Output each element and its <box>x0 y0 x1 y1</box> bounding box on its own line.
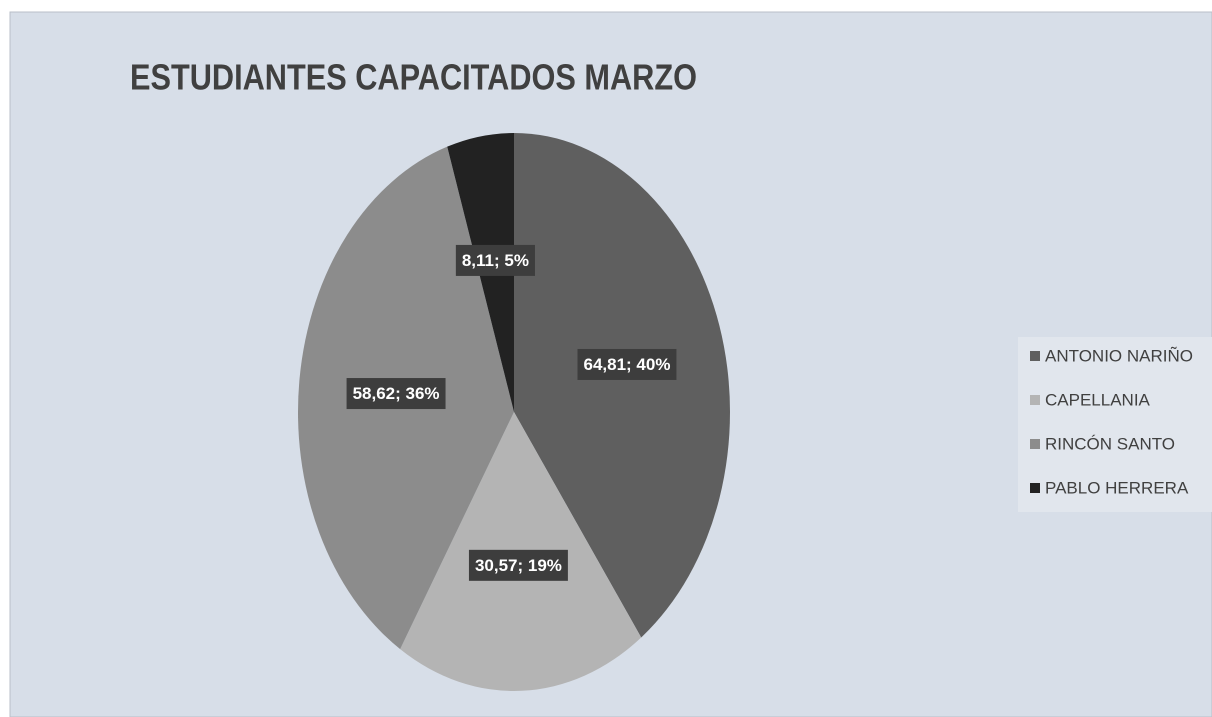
data-label: 64,81; 40% <box>583 355 670 374</box>
legend-box <box>1018 337 1212 512</box>
data-label-box <box>577 348 677 380</box>
legend-swatch <box>1030 351 1040 361</box>
data-label: 8,11; 5% <box>462 251 529 270</box>
data-label-box <box>346 378 446 410</box>
chart-title: ESTUDIANTES CAPACITADOS MARZO <box>130 57 697 98</box>
legend-label: RINCÓN SANTO <box>1045 434 1175 453</box>
data-label: 58,62; 36% <box>353 384 440 403</box>
legend-label: PABLO HERRERA <box>1045 478 1189 497</box>
legend-swatch <box>1030 483 1040 493</box>
data-label: 30,57; 19% <box>475 556 562 575</box>
data-label-box <box>455 244 535 276</box>
legend-label: ANTONIO NARIÑO <box>1045 346 1193 365</box>
data-label-box <box>468 549 568 581</box>
pie-slice <box>514 133 731 638</box>
legend-swatch <box>1030 395 1040 405</box>
legend-label: CAPELLANIA <box>1045 390 1151 409</box>
legend-swatch <box>1030 439 1040 449</box>
